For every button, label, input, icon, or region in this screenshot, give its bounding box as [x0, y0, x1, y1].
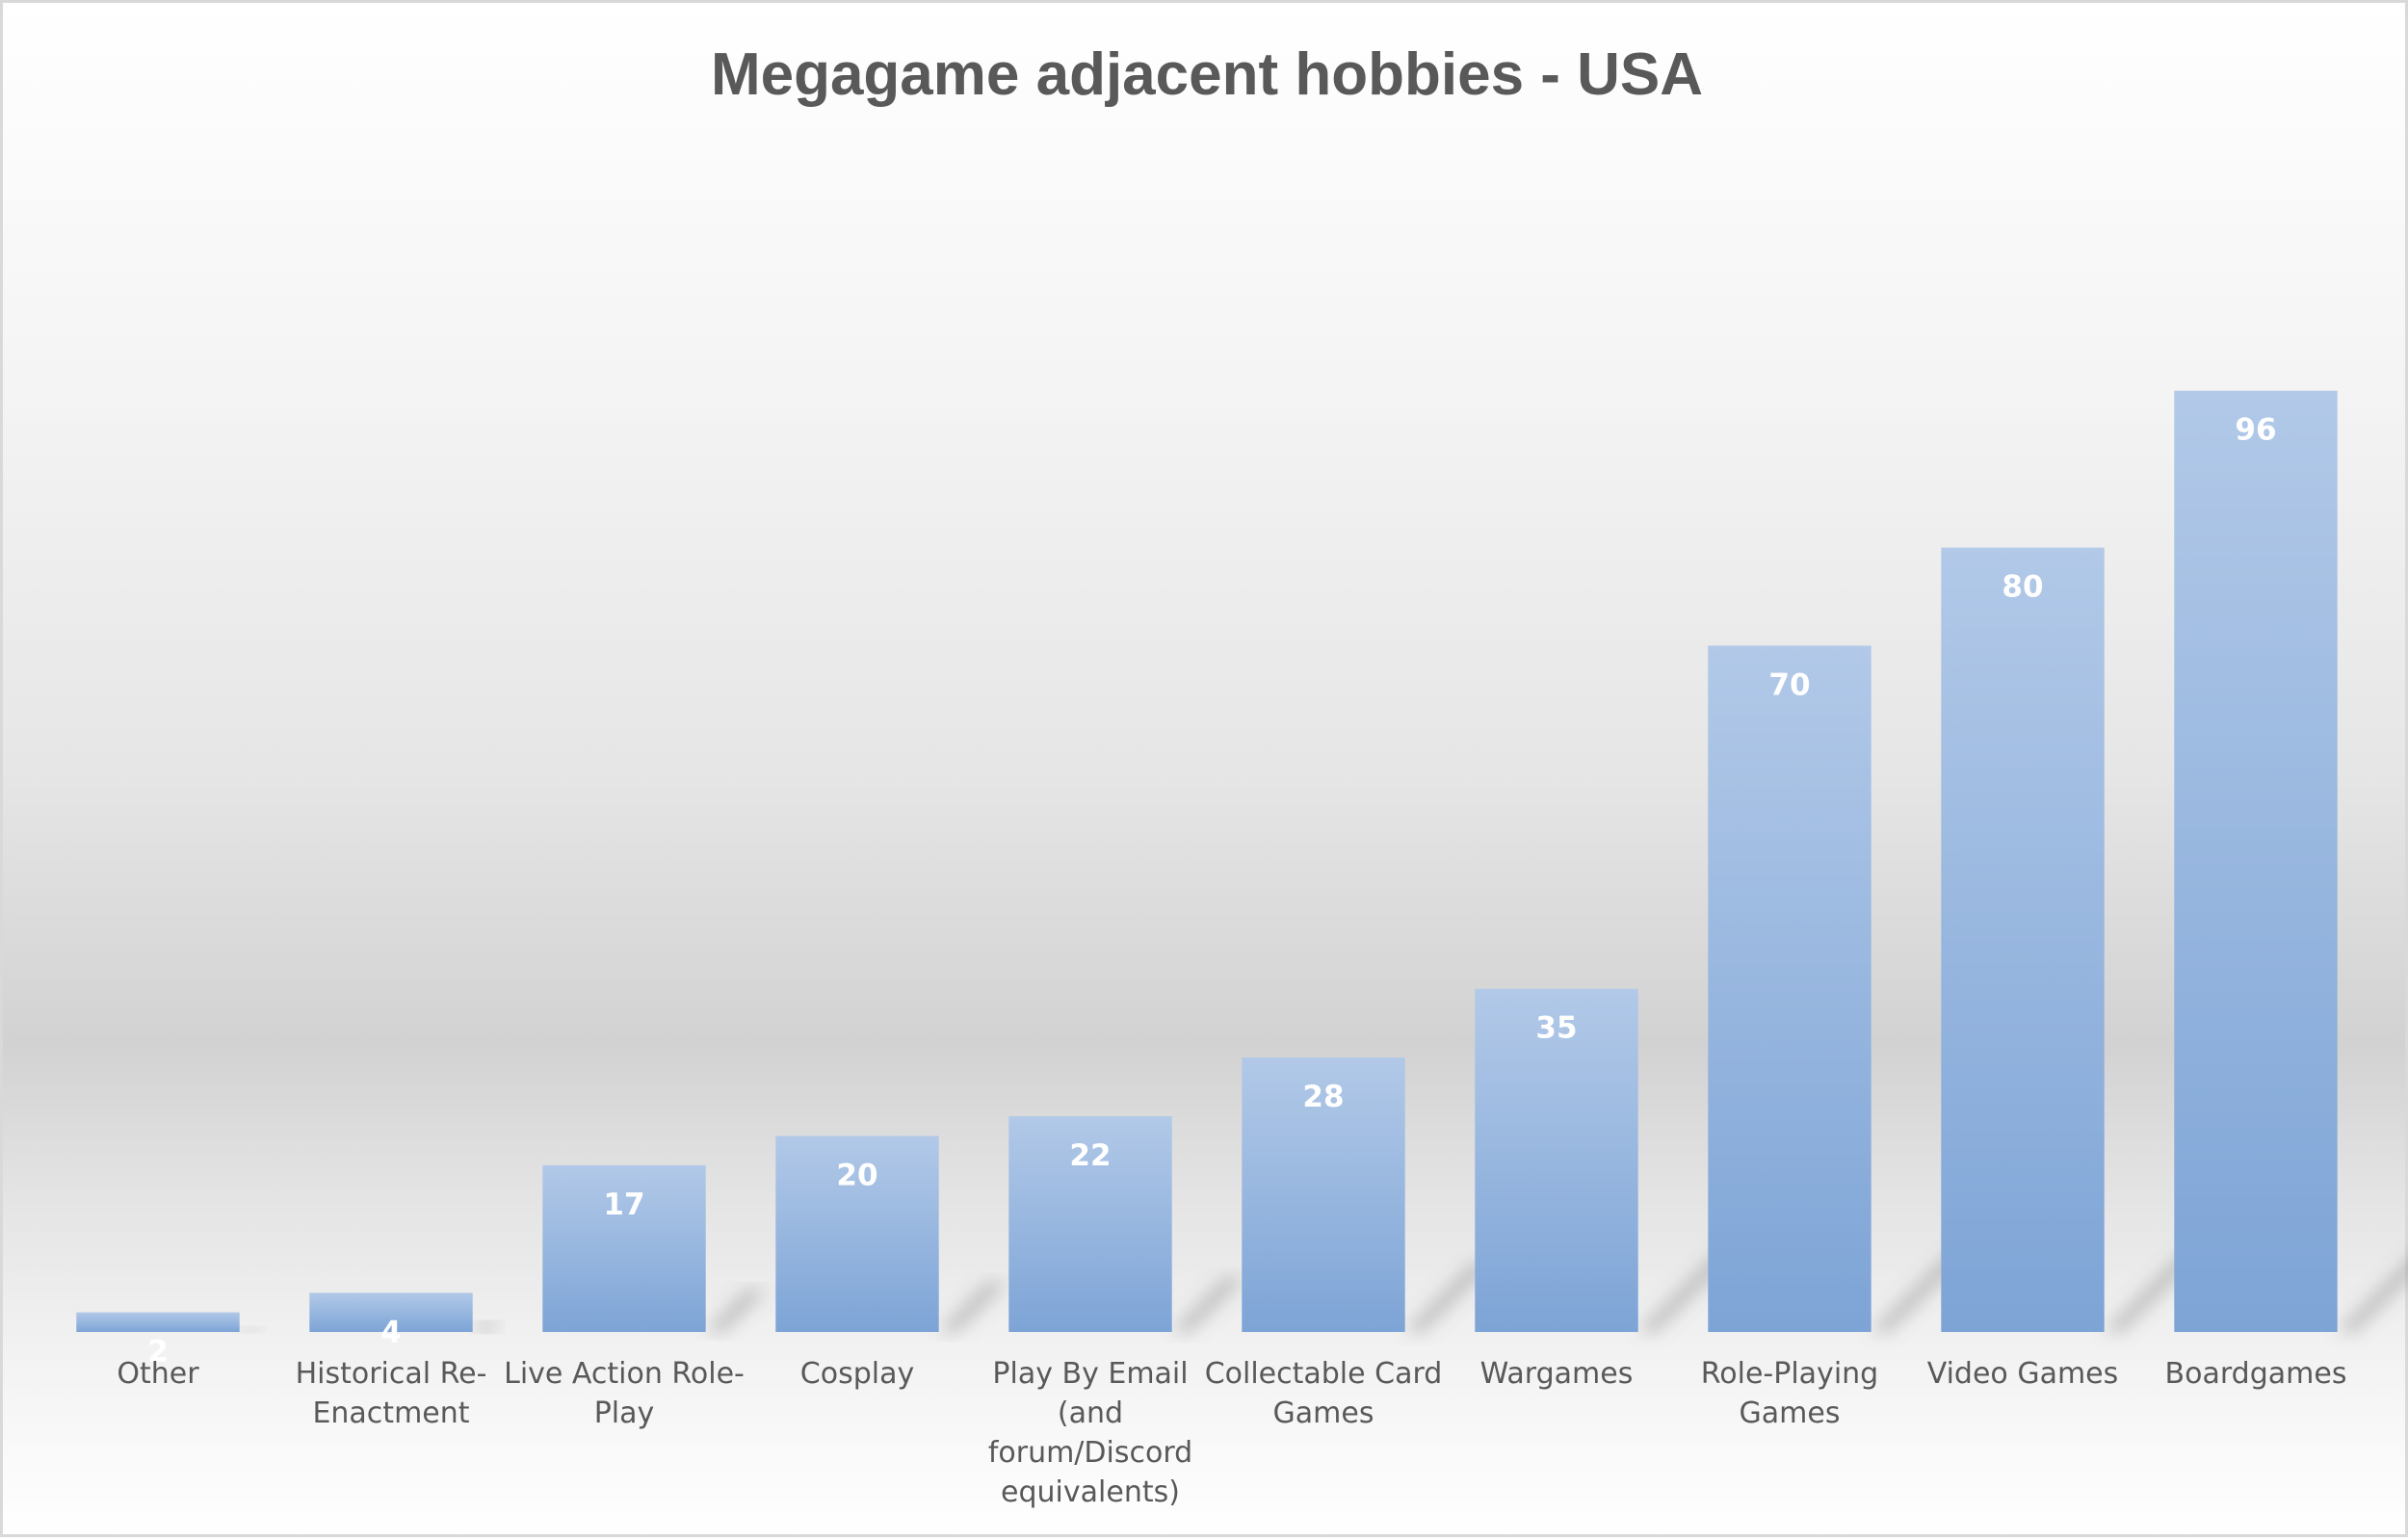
bar	[1008, 1116, 1172, 1332]
bar	[775, 1135, 939, 1332]
data-labels: 2 4 17 20 22 28 35 70 80 96	[147, 413, 2276, 1370]
bar-shadow	[2337, 1261, 2408, 1332]
category-label: Play By Email	[992, 1357, 1188, 1391]
data-label: 80	[2002, 570, 2043, 605]
bar	[309, 1292, 473, 1332]
category-label: Play	[594, 1396, 655, 1430]
bar	[1708, 645, 1871, 1332]
data-label: 20	[836, 1158, 877, 1192]
category-label: equivalents)	[1001, 1475, 1180, 1509]
data-label: 70	[1768, 667, 1810, 702]
category-label: Role-Playing	[1701, 1357, 1878, 1391]
bar-shadow	[472, 1321, 500, 1332]
category-label: Wargames	[1480, 1357, 1634, 1391]
bar-chart: Megagame adjacent hobbies - USA 2 4 17 20 22…	[76, 41, 2408, 1509]
bar	[1941, 547, 2105, 1332]
bar-shadow	[705, 1290, 765, 1332]
bar	[1242, 1057, 1405, 1332]
bar-shadow	[239, 1326, 262, 1332]
data-label: 17	[603, 1188, 644, 1222]
bar	[76, 1312, 240, 1332]
category-label: Live Action Role-	[504, 1357, 745, 1391]
category-label: Enactment	[312, 1396, 469, 1430]
category-label: Historical Re-	[296, 1357, 487, 1391]
category-label: Video Games	[1927, 1357, 2119, 1391]
category-label: (and	[1058, 1396, 1123, 1430]
bar	[1475, 988, 1638, 1332]
category-label: Collectable Card	[1205, 1357, 1443, 1391]
bar	[542, 1164, 706, 1332]
category-label: Other	[117, 1357, 199, 1391]
category-label: forum/Discord	[988, 1436, 1192, 1470]
data-label: 96	[2235, 413, 2276, 448]
bars	[76, 390, 2338, 1332]
bar	[2174, 390, 2338, 1332]
data-label: 35	[1535, 1011, 1577, 1046]
category-axis-labels: Other Historical Re- Enactment Live Action …	[117, 1357, 2346, 1509]
category-label: Boardgames	[2165, 1357, 2347, 1391]
data-label: 22	[1069, 1138, 1111, 1173]
data-label: 28	[1302, 1080, 1344, 1114]
data-label: 4	[380, 1315, 402, 1349]
bar-shadow	[1171, 1278, 1243, 1332]
category-label: Cosplay	[800, 1357, 914, 1391]
bar-shadow	[938, 1283, 1006, 1332]
bar-shadow	[1404, 1263, 1491, 1332]
category-label: Games	[1273, 1396, 1374, 1430]
data-label: 2	[147, 1335, 169, 1370]
category-label: Games	[1740, 1396, 1841, 1430]
chart-title: Megagame adjacent hobbies - USA	[711, 41, 1703, 108]
